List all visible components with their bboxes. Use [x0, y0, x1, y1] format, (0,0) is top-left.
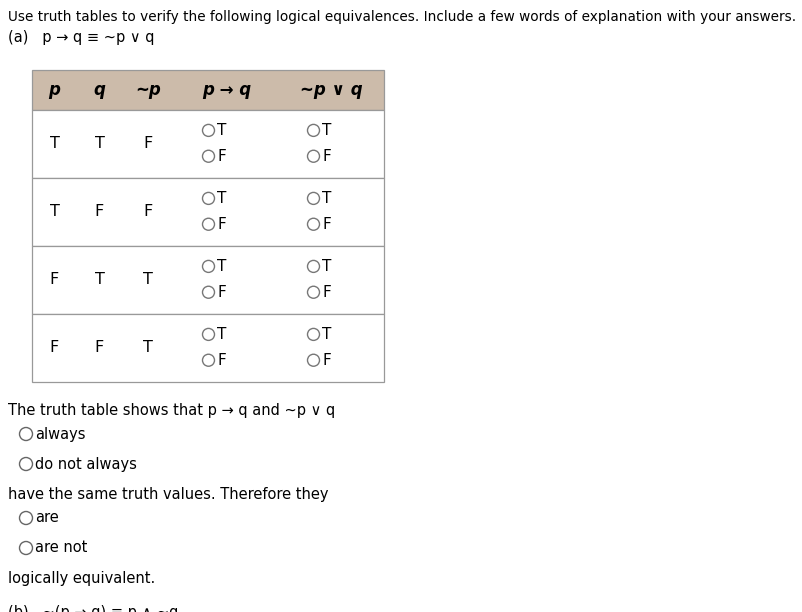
Text: F: F: [144, 136, 152, 152]
Text: (a)   p → q ≡ ~p ∨ q: (a) p → q ≡ ~p ∨ q: [8, 30, 154, 45]
Text: F: F: [217, 285, 226, 300]
Text: F: F: [217, 353, 226, 368]
Text: are: are: [35, 510, 59, 526]
Bar: [32, 178, 383, 246]
Text: F: F: [144, 204, 152, 220]
Text: logically equivalent.: logically equivalent.: [8, 570, 155, 586]
Text: p: p: [48, 81, 60, 99]
Text: F: F: [322, 353, 331, 368]
Text: T: T: [322, 191, 331, 206]
Text: T: T: [217, 259, 227, 274]
Text: T: T: [143, 340, 152, 356]
Text: (b)   ~(p → q) ≡ p ∧ ~q.: (b) ~(p → q) ≡ p ∧ ~q.: [8, 605, 183, 612]
Text: q: q: [94, 81, 105, 99]
Text: F: F: [95, 204, 104, 220]
Text: T: T: [95, 136, 104, 152]
Text: F: F: [322, 217, 331, 232]
Text: T: T: [143, 272, 152, 288]
Text: T: T: [95, 272, 104, 288]
Text: F: F: [322, 285, 331, 300]
Text: do not always: do not always: [35, 457, 137, 471]
Text: F: F: [50, 272, 59, 288]
Text: have the same truth values. Therefore they: have the same truth values. Therefore th…: [8, 487, 328, 501]
Text: The truth table shows that p → q and ~p ∨ q: The truth table shows that p → q and ~p …: [8, 403, 334, 417]
Bar: [32, 70, 383, 110]
Text: F: F: [322, 149, 331, 164]
Bar: [32, 110, 383, 178]
Text: ~p ∨ q: ~p ∨ q: [300, 81, 363, 99]
Text: F: F: [217, 149, 226, 164]
Text: always: always: [35, 427, 86, 441]
Text: F: F: [95, 340, 104, 356]
Text: T: T: [322, 259, 331, 274]
Text: Use truth tables to verify the following logical equivalences. Include a few wor: Use truth tables to verify the following…: [8, 10, 795, 24]
Text: F: F: [50, 340, 59, 356]
Text: T: T: [50, 136, 59, 152]
Bar: [32, 246, 383, 314]
Text: p → q: p → q: [201, 81, 251, 99]
Text: T: T: [50, 204, 59, 220]
Text: T: T: [322, 327, 331, 342]
Text: T: T: [217, 123, 227, 138]
Text: F: F: [217, 217, 226, 232]
Bar: [32, 314, 383, 382]
Text: T: T: [322, 123, 331, 138]
Text: are not: are not: [35, 540, 87, 556]
Text: T: T: [217, 191, 227, 206]
Text: ~p: ~p: [135, 81, 160, 99]
Text: T: T: [217, 327, 227, 342]
